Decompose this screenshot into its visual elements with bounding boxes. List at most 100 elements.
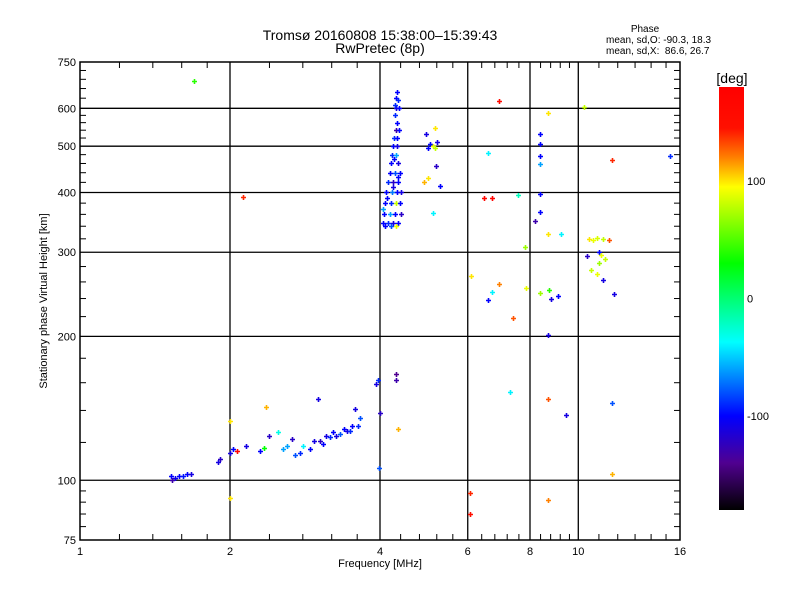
x-tick-label: 6 — [465, 546, 471, 558]
data-point — [396, 98, 401, 103]
data-point — [538, 210, 543, 215]
legend-o-mode: mean, sd,O: -90.3, 18.3 — [606, 35, 711, 46]
grid-lines — [80, 62, 680, 540]
data-point — [434, 164, 439, 169]
x-tick-label: 1 — [77, 546, 83, 558]
data-point — [383, 224, 388, 229]
data-point — [591, 238, 596, 243]
data-point — [564, 413, 569, 418]
data-point — [334, 434, 339, 439]
data-point — [582, 105, 587, 110]
colorbar: [deg] 100 0 -100 — [716, 70, 769, 510]
data-point — [388, 171, 393, 176]
data-point — [216, 460, 221, 465]
data-point — [595, 272, 600, 277]
data-point — [331, 430, 336, 435]
data-point — [490, 196, 495, 201]
data-point — [381, 207, 386, 212]
data-point — [533, 219, 538, 224]
data-point — [607, 238, 612, 243]
data-point — [433, 126, 438, 131]
data-point — [426, 146, 431, 151]
x-tick-label: 4 — [377, 546, 383, 558]
data-point — [497, 282, 502, 287]
data-point — [399, 212, 404, 217]
data-point — [610, 158, 615, 163]
data-point — [328, 435, 333, 440]
data-point — [394, 153, 399, 158]
colorbar-label: [deg] — [716, 70, 747, 86]
x-tick-label: 16 — [674, 546, 686, 558]
data-point — [399, 190, 404, 195]
data-point — [169, 474, 174, 479]
data-point — [281, 447, 286, 452]
data-point — [398, 201, 403, 206]
data-point — [391, 185, 396, 190]
data-point — [381, 221, 386, 226]
data-point — [393, 212, 398, 217]
chart-subtitle: RwPretec (8p) — [335, 40, 424, 56]
data-point — [549, 297, 554, 302]
colorbar-tick-label: -100 — [747, 411, 769, 423]
x-tick-label: 8 — [527, 546, 533, 558]
x-axis-label: Frequency [MHz] — [338, 558, 422, 570]
data-point — [374, 382, 379, 387]
legend-heading: Phase — [631, 24, 660, 35]
data-point — [599, 253, 604, 258]
colorbar-tick-label: 100 — [747, 176, 765, 188]
data-point — [595, 236, 600, 241]
data-point — [516, 193, 521, 198]
colorbar-tick-label: 0 — [747, 294, 753, 306]
data-point — [218, 457, 223, 462]
y-tick-label: 400 — [58, 187, 76, 199]
data-point — [438, 184, 443, 189]
data-point — [585, 254, 590, 259]
data-point — [382, 212, 387, 217]
x-tick-label: 2 — [227, 546, 233, 558]
data-point — [385, 196, 390, 201]
data-point — [318, 439, 323, 444]
data-point — [398, 171, 403, 176]
y-tick-label: 300 — [58, 247, 76, 259]
data-point — [601, 237, 606, 242]
data-point — [546, 397, 551, 402]
data-point — [610, 401, 615, 406]
data-point — [228, 496, 233, 501]
data-point — [384, 190, 389, 195]
data-point — [396, 180, 401, 185]
y-tick-label: 100 — [58, 475, 76, 487]
data-point — [559, 232, 564, 237]
data-point — [587, 237, 592, 242]
data-point — [389, 224, 394, 229]
data-point — [391, 221, 396, 226]
data-point — [396, 175, 401, 180]
data-point — [433, 146, 438, 151]
data-point — [264, 405, 269, 410]
data-point — [386, 180, 391, 185]
data-point — [308, 447, 313, 452]
data-point — [285, 444, 290, 449]
y-tick-label: 750 — [58, 57, 76, 69]
data-point — [389, 201, 394, 206]
data-point — [393, 103, 398, 108]
data-point — [589, 268, 594, 273]
phase-legend: Phase mean, sd,O: -90.3, 18.3 mean, sd,X… — [606, 24, 711, 57]
data-point — [388, 212, 393, 217]
data-point — [241, 195, 246, 200]
data-point — [547, 288, 552, 293]
data-point — [546, 111, 551, 116]
data-point — [396, 221, 401, 226]
data-point — [511, 316, 516, 321]
data-point — [482, 196, 487, 201]
data-point — [386, 221, 391, 226]
data-point — [538, 291, 543, 296]
data-point — [290, 437, 295, 442]
data-point — [181, 474, 186, 479]
data-point — [316, 397, 321, 402]
data-point — [231, 447, 236, 452]
data-point — [538, 154, 543, 159]
data-point — [298, 451, 303, 456]
data-point — [394, 224, 399, 229]
data-point — [431, 211, 436, 216]
